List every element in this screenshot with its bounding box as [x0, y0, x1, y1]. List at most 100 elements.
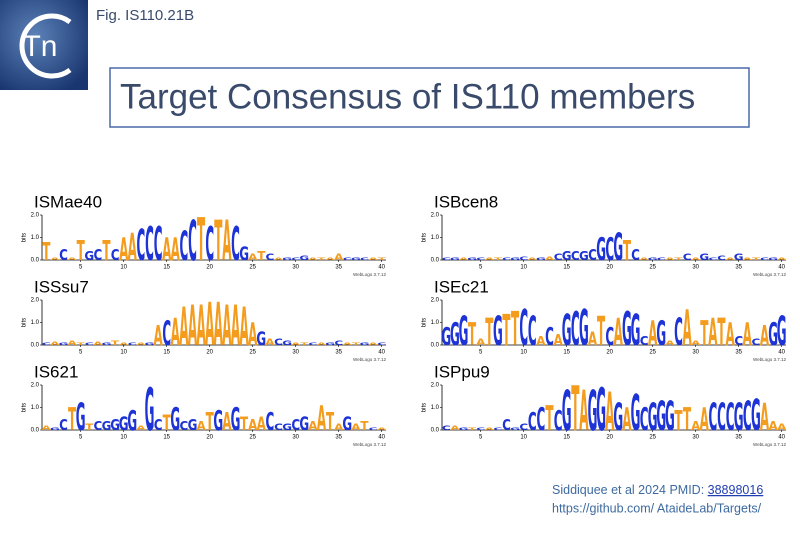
logo-letter: G: [239, 243, 249, 264]
logo-letter: C: [760, 258, 769, 262]
logo-letter: A: [50, 258, 60, 262]
logo-letter: G: [656, 313, 666, 353]
logo-letter: A: [171, 311, 181, 354]
logo-letter: C: [94, 247, 103, 265]
logo-letter: A: [179, 297, 188, 358]
logo-letter: A: [708, 311, 718, 354]
logo-letter: C: [274, 336, 283, 347]
x-tick-label: 15: [163, 435, 170, 441]
logo-letter: C: [683, 251, 692, 262]
logo-letter: G: [351, 258, 361, 262]
logo-letter: C: [128, 343, 137, 347]
logo-letter: G: [777, 308, 787, 354]
y-tick-label: 0.0: [431, 343, 440, 349]
weblogo-credit: WebLogo 3.7.12: [753, 357, 786, 362]
logo-letter: T: [352, 343, 360, 347]
logo-letter: A: [691, 419, 701, 433]
sequence-logo: ISMae40 bits 0.0 1.0 2.0 5 10 15 20 25 30 35 40WebLo…: [22, 192, 387, 277]
y-tick-label: 1.0: [31, 235, 40, 241]
logo-letter: T: [571, 374, 579, 445]
logo-letter: C: [476, 258, 485, 262]
logo-letter: T: [700, 313, 708, 353]
logo-letter: C: [369, 428, 378, 432]
logo-letter: T: [42, 237, 51, 266]
y-axis-label: bits: [422, 403, 428, 412]
logo-letter: A: [622, 401, 631, 438]
logo-letter: A: [67, 258, 77, 262]
logo-letter: A: [128, 226, 138, 269]
weblogo-credit: WebLogo 3.7.12: [353, 357, 386, 362]
x-tick-label: 35: [735, 265, 742, 271]
logo-letter: G: [231, 401, 241, 438]
x-tick-label: 35: [735, 435, 742, 441]
logo-letter: A: [777, 258, 787, 262]
logo-letter: A: [665, 340, 675, 347]
logo-letter: A: [648, 313, 657, 353]
logo-letter: C: [274, 421, 283, 432]
x-tick-label: 30: [292, 265, 299, 271]
logo-letter: G: [145, 343, 155, 347]
logo-letter: G: [768, 316, 778, 353]
logo-letter: G: [751, 392, 761, 441]
logo-letter: C: [442, 258, 451, 262]
logo-letter: G: [325, 343, 335, 347]
logo-letter: G: [622, 303, 632, 356]
x-tick-label: 15: [163, 265, 170, 271]
logo-letter: T: [77, 235, 85, 267]
logo-name: ISSsu7: [34, 277, 89, 296]
logo-letter: T: [317, 258, 325, 262]
logo-letter: C: [519, 256, 528, 261]
logo-letter: G: [588, 380, 598, 444]
x-tick-label: 40: [778, 435, 785, 441]
pmid-link[interactable]: 38898016: [708, 483, 764, 497]
logo-letter: G: [596, 376, 606, 444]
logo-letter: G: [299, 255, 309, 262]
logo-letter: T: [77, 343, 85, 347]
logo-letter: C: [605, 322, 614, 351]
logo-letter: C: [709, 258, 718, 262]
x-tick-label: 30: [692, 435, 699, 441]
x-tick-label: 20: [606, 265, 613, 271]
logo-letter: C: [545, 322, 554, 351]
fig-label: Fig. IS110.21B: [96, 7, 194, 24]
logo-letter: A: [743, 258, 753, 262]
y-tick-label: 2.0: [31, 298, 40, 304]
logo-letter: A: [459, 258, 469, 262]
logo-letter: A: [351, 421, 361, 432]
logo-letter: C: [343, 258, 352, 262]
x-tick-label: 20: [606, 350, 613, 356]
x-tick-label: 40: [778, 350, 785, 356]
logo-letter: A: [248, 417, 258, 435]
logo-letter: A: [308, 419, 318, 433]
logo-letter: C: [188, 210, 197, 274]
logo-letter: A: [317, 343, 327, 347]
x-tick-label: 30: [692, 265, 699, 271]
logo-letter: G: [59, 343, 69, 347]
y-tick-label: 2.0: [31, 383, 40, 389]
x-tick-label: 25: [249, 265, 256, 271]
sequence-logo: IS621 bits 0.0 1.0 2.0 5 10 15 20 25 30 35 40WebLogo…: [22, 362, 387, 447]
y-tick-label: 2.0: [31, 213, 40, 219]
logo-name: ISMae40: [34, 192, 102, 211]
logo-letter: G: [648, 258, 658, 262]
logo-letter: A: [291, 343, 301, 347]
logo-letter: C: [42, 343, 51, 347]
x-tick-label: 25: [649, 265, 656, 271]
logo-letter: T: [163, 411, 171, 436]
logo-letter: A: [725, 316, 734, 353]
github-url: https://github.com/ AtaideLab/Targets/: [552, 501, 762, 515]
logo-letter: T: [545, 398, 553, 438]
y-tick-label: 1.0: [31, 405, 40, 411]
x-tick-label: 35: [335, 265, 342, 271]
logo-letter: G: [467, 258, 477, 262]
logo-letter: A: [528, 258, 538, 262]
x-tick-label: 30: [292, 350, 299, 356]
logo-letter: C: [59, 247, 68, 265]
logo-letter: C: [442, 425, 451, 432]
logo-letter: C: [476, 428, 485, 432]
logo-letter: C: [231, 218, 240, 271]
logo-letter: G: [768, 258, 778, 262]
logo-letter: C: [334, 340, 343, 347]
logo-letter: G: [282, 258, 292, 262]
weblogo-credit: WebLogo 3.7.12: [353, 442, 386, 447]
